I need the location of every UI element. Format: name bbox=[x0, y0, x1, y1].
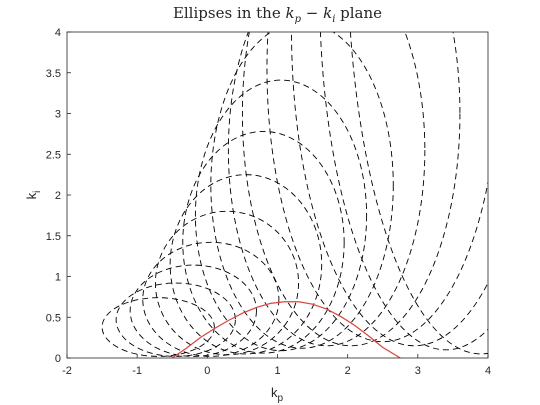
chart-title: Ellipses in the kp − ki plane bbox=[67, 4, 488, 25]
ellipse-layer bbox=[101, 32, 488, 357]
ellipse-3 bbox=[129, 264, 257, 357]
stability-boundary-curve bbox=[171, 301, 401, 358]
y-tick-label: 3.5 bbox=[46, 68, 61, 80]
ellipse-4 bbox=[142, 241, 280, 357]
ellipse-2 bbox=[115, 282, 236, 357]
y-tick-label: 0.5 bbox=[46, 312, 61, 324]
ellipse-11 bbox=[241, 32, 461, 347]
ellipse-7 bbox=[182, 130, 345, 354]
y-tick-label: 1.5 bbox=[46, 231, 61, 243]
ellipse-8 bbox=[194, 79, 368, 352]
ellipse-9 bbox=[210, 32, 394, 349]
x-axis-label: kp bbox=[271, 385, 284, 404]
y-tick-label: 2.5 bbox=[46, 149, 61, 161]
x-tick-label: 1 bbox=[274, 365, 280, 377]
title-ki-subscript: i bbox=[332, 14, 336, 25]
y-axis-label: ki bbox=[24, 191, 43, 200]
title-kp-symbol: k bbox=[285, 4, 295, 22]
ellipse-12 bbox=[266, 32, 488, 343]
y-tick-label: 0 bbox=[55, 353, 61, 365]
boundary-layer bbox=[171, 301, 401, 358]
title-suffix: plane bbox=[335, 4, 383, 22]
ellipse-5 bbox=[154, 210, 300, 356]
y-tick-label: 2 bbox=[55, 190, 61, 202]
x-tick-label: 0 bbox=[204, 365, 210, 377]
ellipse-14 bbox=[319, 32, 488, 351]
title-minus: − bbox=[300, 4, 324, 22]
ellipse-6 bbox=[169, 174, 323, 355]
x-tick-label: 4 bbox=[485, 365, 491, 377]
x-tick-label: 3 bbox=[415, 365, 421, 377]
title-kp-subscript: p bbox=[294, 14, 301, 25]
x-tick-label: -1 bbox=[132, 365, 142, 377]
x-tick-label: -2 bbox=[62, 365, 72, 377]
ellipse-13 bbox=[291, 32, 488, 347]
title-ki-symbol: k bbox=[323, 4, 333, 22]
ellipse-1 bbox=[101, 297, 215, 357]
title-prefix: Ellipses in the bbox=[172, 4, 286, 22]
y-tick-label: 1 bbox=[55, 272, 61, 284]
x-tick-label: 2 bbox=[345, 365, 351, 377]
ellipse-10 bbox=[227, 32, 426, 347]
y-tick-label: 3 bbox=[55, 109, 61, 121]
y-tick-label: 4 bbox=[55, 27, 61, 39]
tick-layer: -2 -1 0 1 2 3 4 0 0.5 1 1.5 2 2.5 3 3.5 4 bbox=[46, 27, 491, 377]
